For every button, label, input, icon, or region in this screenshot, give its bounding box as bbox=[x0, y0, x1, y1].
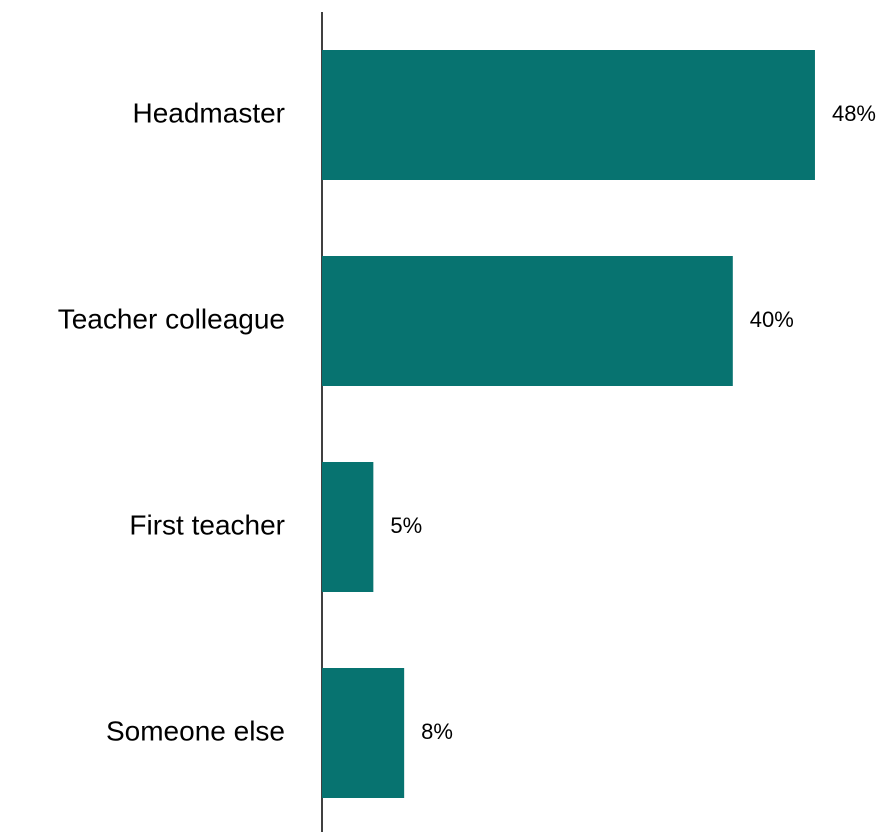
category-label: First teacher bbox=[129, 509, 285, 540]
bar bbox=[322, 256, 733, 386]
value-label: 5% bbox=[390, 513, 422, 538]
bar bbox=[322, 50, 815, 180]
category-label: Someone else bbox=[106, 715, 285, 746]
bar bbox=[322, 462, 374, 592]
value-label: 8% bbox=[421, 719, 453, 744]
value-label: 48% bbox=[832, 101, 876, 126]
bar bbox=[322, 668, 405, 798]
category-label: Headmaster bbox=[132, 97, 285, 128]
value-label: 40% bbox=[750, 307, 794, 332]
category-label: Teacher colleague bbox=[58, 303, 285, 334]
